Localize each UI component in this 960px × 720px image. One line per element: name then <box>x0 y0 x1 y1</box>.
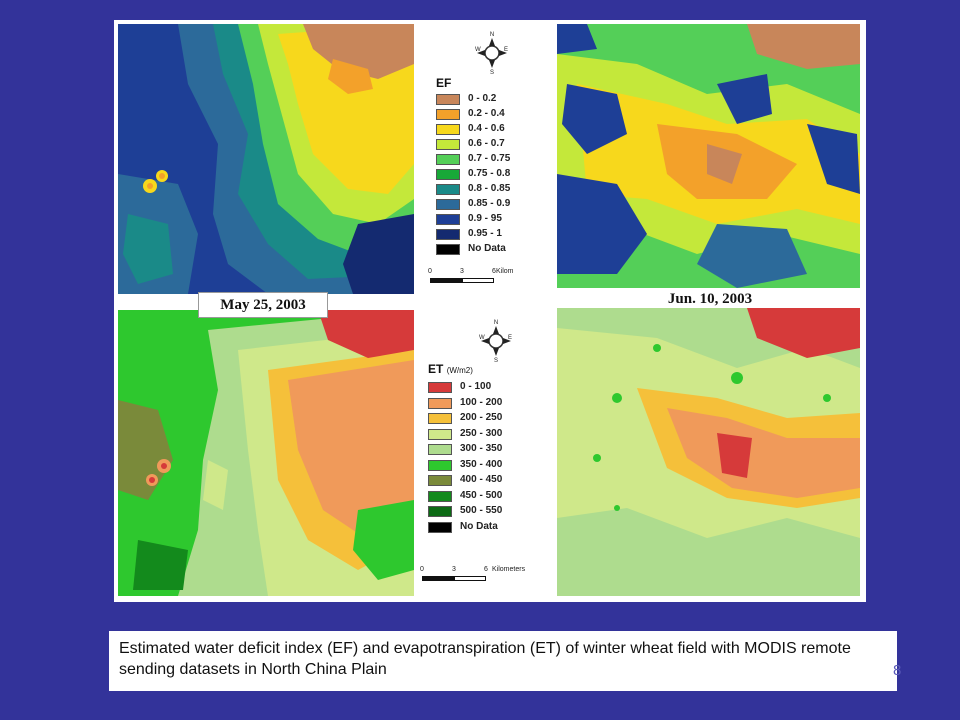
ef-scale-tick-0: 0 <box>428 268 432 275</box>
compass-e-label-et: E <box>508 335 512 341</box>
et-legend-swatch <box>428 521 452 533</box>
et-legend-swatch <box>428 475 452 486</box>
et-legend-swatch <box>428 428 452 440</box>
et-legend-title: ET (W/m2) <box>428 362 473 376</box>
et-legend-swatch <box>428 490 452 502</box>
ef-legend-label: No Data <box>468 243 506 254</box>
et-legend-swatch <box>428 444 452 455</box>
compass-n-label: N <box>490 32 494 38</box>
ef-legend-swatch <box>436 94 460 105</box>
et-legend-swatch <box>428 382 452 393</box>
ef-legend-swatch <box>436 214 460 225</box>
ef-legend-label: 0.7 - 0.75 <box>468 153 511 164</box>
et-legend-label: 200 - 250 <box>460 412 503 423</box>
compass-n-label-et: N <box>494 320 498 326</box>
ef-scale-unit: Kilom <box>496 268 514 275</box>
et-map-may <box>118 310 414 596</box>
et-legend-label: 400 - 450 <box>460 474 503 485</box>
et-legend-label: 500 - 550 <box>460 505 503 516</box>
et-legend-label: No Data <box>460 520 498 532</box>
et-legend-swatch <box>428 506 452 517</box>
ef-legend-swatch <box>436 109 460 120</box>
north-arrow-compass-et: N S W E <box>478 316 514 364</box>
et-legend-swatch <box>428 413 452 424</box>
compass-e-label: E <box>504 47 508 53</box>
et-legend-title-text: ET <box>428 362 444 376</box>
date-label-jun: Jun. 10, 2003 <box>650 290 770 308</box>
et-legend-unit: (W/m2) <box>446 366 473 375</box>
date-label-may: May 25, 2003 <box>198 292 328 318</box>
et-legend-label: 450 - 500 <box>460 489 503 501</box>
et-scale-tick-6: 6 <box>484 566 488 573</box>
ef-scale-tick-3: 3 <box>460 268 464 275</box>
et-legend-label: 300 - 350 <box>460 443 503 454</box>
et-legend-swatch <box>428 459 452 471</box>
ef-legend-swatch <box>436 229 460 240</box>
et-scale-unit: Kilometers <box>492 566 526 573</box>
ef-legend-label: 0.8 - 0.85 <box>468 183 511 194</box>
et-map-jun <box>557 308 860 596</box>
ef-legend-swatch <box>436 244 460 255</box>
figure-caption: Estimated water deficit index (EF) and e… <box>109 631 897 691</box>
ef-legend-label: 0.9 - 95 <box>468 213 502 224</box>
map-figure: May 25, 2003 Jun. 10, 2003 N S W E EF 0 … <box>114 20 866 602</box>
compass-s-label-et: S <box>494 358 498 362</box>
compass-s-label: S <box>490 70 494 74</box>
et-legend-label: 0 - 100 <box>460 381 492 392</box>
et-legend-label: 100 - 200 <box>460 396 503 408</box>
slide-number: 8 <box>893 662 902 679</box>
ef-legend-label: 0 - 0.2 <box>468 93 497 104</box>
ef-legend-label: 0.6 - 0.7 <box>468 138 505 149</box>
et-scale-bar: 0 3 6 <box>420 566 510 588</box>
ef-legend-swatch <box>436 169 460 180</box>
ef-scale-bar: 0 3 6 <box>428 268 518 290</box>
ef-legend-swatch <box>436 184 460 195</box>
et-legend-label: 250 - 300 <box>460 427 503 439</box>
north-arrow-compass: N S W E <box>474 28 510 76</box>
ef-legend-label: 0.4 - 0.6 <box>468 123 505 134</box>
compass-w-label: W <box>475 47 481 53</box>
ef-scale-tick-6: 6 <box>492 268 496 275</box>
et-scale-tick-3: 3 <box>452 566 456 573</box>
ef-legend-swatch <box>436 199 460 210</box>
ef-legend-label: 0.85 - 0.9 <box>468 198 511 209</box>
et-scale-tick-0: 0 <box>420 566 424 573</box>
et-legend-label: 350 - 400 <box>460 458 503 470</box>
ef-legend-title: EF <box>436 76 452 90</box>
ef-map-jun <box>557 24 860 288</box>
ef-legend-label: 0.75 - 0.8 <box>468 168 511 179</box>
ef-legend-swatch <box>436 154 460 165</box>
ef-legend-swatch <box>436 124 460 135</box>
ef-legend-label: 0.2 - 0.4 <box>468 108 505 119</box>
ef-map-may <box>118 24 414 294</box>
et-legend-swatch <box>428 397 452 409</box>
compass-w-label-et: W <box>479 335 485 341</box>
ef-legend-swatch <box>436 139 460 150</box>
ef-legend-label: 0.95 - 1 <box>468 228 502 239</box>
